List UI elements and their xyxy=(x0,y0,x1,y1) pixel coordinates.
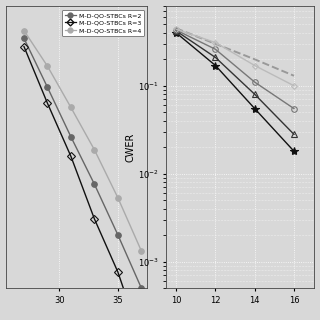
Legend: M-D-QO-STBCs R=2, M-D-QO-STBCs R=3, M-D-QO-STBCs R=4: M-D-QO-STBCs R=2, M-D-QO-STBCs R=3, M-D-… xyxy=(62,10,144,36)
Y-axis label: CWER: CWER xyxy=(125,132,135,162)
